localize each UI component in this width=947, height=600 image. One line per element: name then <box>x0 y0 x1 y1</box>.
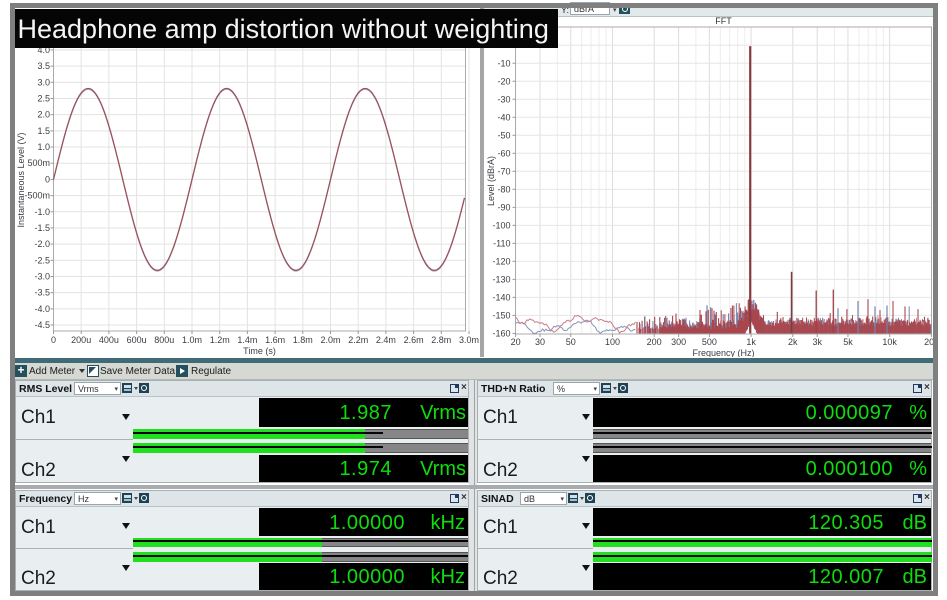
svg-text:Time (s): Time (s) <box>243 346 276 356</box>
svg-text:200u: 200u <box>71 335 91 345</box>
svg-text:5k: 5k <box>843 337 853 347</box>
svg-text:1.4m: 1.4m <box>237 335 257 345</box>
svg-text:-2.5: -2.5 <box>34 255 50 265</box>
svg-text:Level (dBrA): Level (dBrA) <box>486 156 496 206</box>
svg-text:3.0: 3.0 <box>37 77 50 87</box>
svg-text:-3.5: -3.5 <box>34 288 50 298</box>
svg-text:-60: -60 <box>497 148 510 158</box>
svg-text:800u: 800u <box>154 335 174 345</box>
svg-text:FFT: FFT <box>715 16 732 26</box>
svg-text:20k: 20k <box>924 337 933 347</box>
svg-text:30: 30 <box>535 337 545 347</box>
svg-text:3.0m: 3.0m <box>459 335 479 345</box>
svg-text:-70: -70 <box>497 166 510 176</box>
svg-text:-160: -160 <box>492 328 510 338</box>
svg-text:2.8m: 2.8m <box>431 335 451 345</box>
svg-text:-20: -20 <box>497 76 510 86</box>
svg-text:500m: 500m <box>27 158 50 168</box>
svg-text:100: 100 <box>605 337 620 347</box>
svg-text:-90: -90 <box>497 202 510 212</box>
svg-text:10k: 10k <box>882 337 897 347</box>
svg-text:-40: -40 <box>497 112 510 122</box>
svg-text:1.8m: 1.8m <box>293 335 313 345</box>
svg-text:2.4m: 2.4m <box>376 335 396 345</box>
svg-text:2k: 2k <box>788 337 798 347</box>
svg-text:0: 0 <box>51 335 56 345</box>
svg-text:-1.5: -1.5 <box>34 223 50 233</box>
svg-text:20: 20 <box>511 337 521 347</box>
svg-text:-100: -100 <box>492 220 510 230</box>
svg-text:-1.0: -1.0 <box>34 207 50 217</box>
svg-text:Instantaneous Level (V): Instantaneous Level (V) <box>16 132 26 227</box>
svg-text:-110: -110 <box>493 238 510 248</box>
svg-text:200: 200 <box>647 337 662 347</box>
svg-text:-30: -30 <box>497 94 510 104</box>
svg-text:1.2m: 1.2m <box>210 335 230 345</box>
svg-text:-3.0: -3.0 <box>34 271 50 281</box>
svg-text:-500m: -500m <box>24 191 50 201</box>
svg-text:1.0: 1.0 <box>37 142 50 152</box>
svg-text:2.6m: 2.6m <box>404 335 424 345</box>
svg-text:-150: -150 <box>492 310 510 320</box>
svg-text:3.5: 3.5 <box>37 61 50 71</box>
svg-text:-4.0: -4.0 <box>34 304 50 314</box>
svg-text:50: 50 <box>566 337 576 347</box>
svg-text:-4.5: -4.5 <box>34 320 50 330</box>
svg-text:1k: 1k <box>746 337 756 347</box>
svg-text:-120: -120 <box>492 256 510 266</box>
svg-text:300: 300 <box>671 337 686 347</box>
svg-text:-10: -10 <box>497 58 510 68</box>
svg-text:3k: 3k <box>812 337 822 347</box>
svg-text:2.5: 2.5 <box>37 94 50 104</box>
svg-text:2.0m: 2.0m <box>320 335 340 345</box>
svg-text:-50: -50 <box>497 130 510 140</box>
svg-text:600u: 600u <box>127 335 147 345</box>
svg-text:-80: -80 <box>497 184 510 194</box>
svg-text:400u: 400u <box>99 335 119 345</box>
svg-text:-130: -130 <box>492 274 510 284</box>
svg-text:1.6m: 1.6m <box>265 335 285 345</box>
svg-text:4.0: 4.0 <box>37 45 50 55</box>
svg-text:2.0: 2.0 <box>37 110 50 120</box>
svg-text:-140: -140 <box>492 292 510 302</box>
svg-text:0: 0 <box>45 174 50 184</box>
svg-text:500: 500 <box>702 337 717 347</box>
svg-text:2.2m: 2.2m <box>348 335 368 345</box>
svg-text:-2.0: -2.0 <box>34 239 50 249</box>
svg-text:1.5: 1.5 <box>37 126 50 136</box>
svg-text:Frequency (Hz): Frequency (Hz) <box>692 348 754 357</box>
svg-text:1.0m: 1.0m <box>182 335 202 345</box>
